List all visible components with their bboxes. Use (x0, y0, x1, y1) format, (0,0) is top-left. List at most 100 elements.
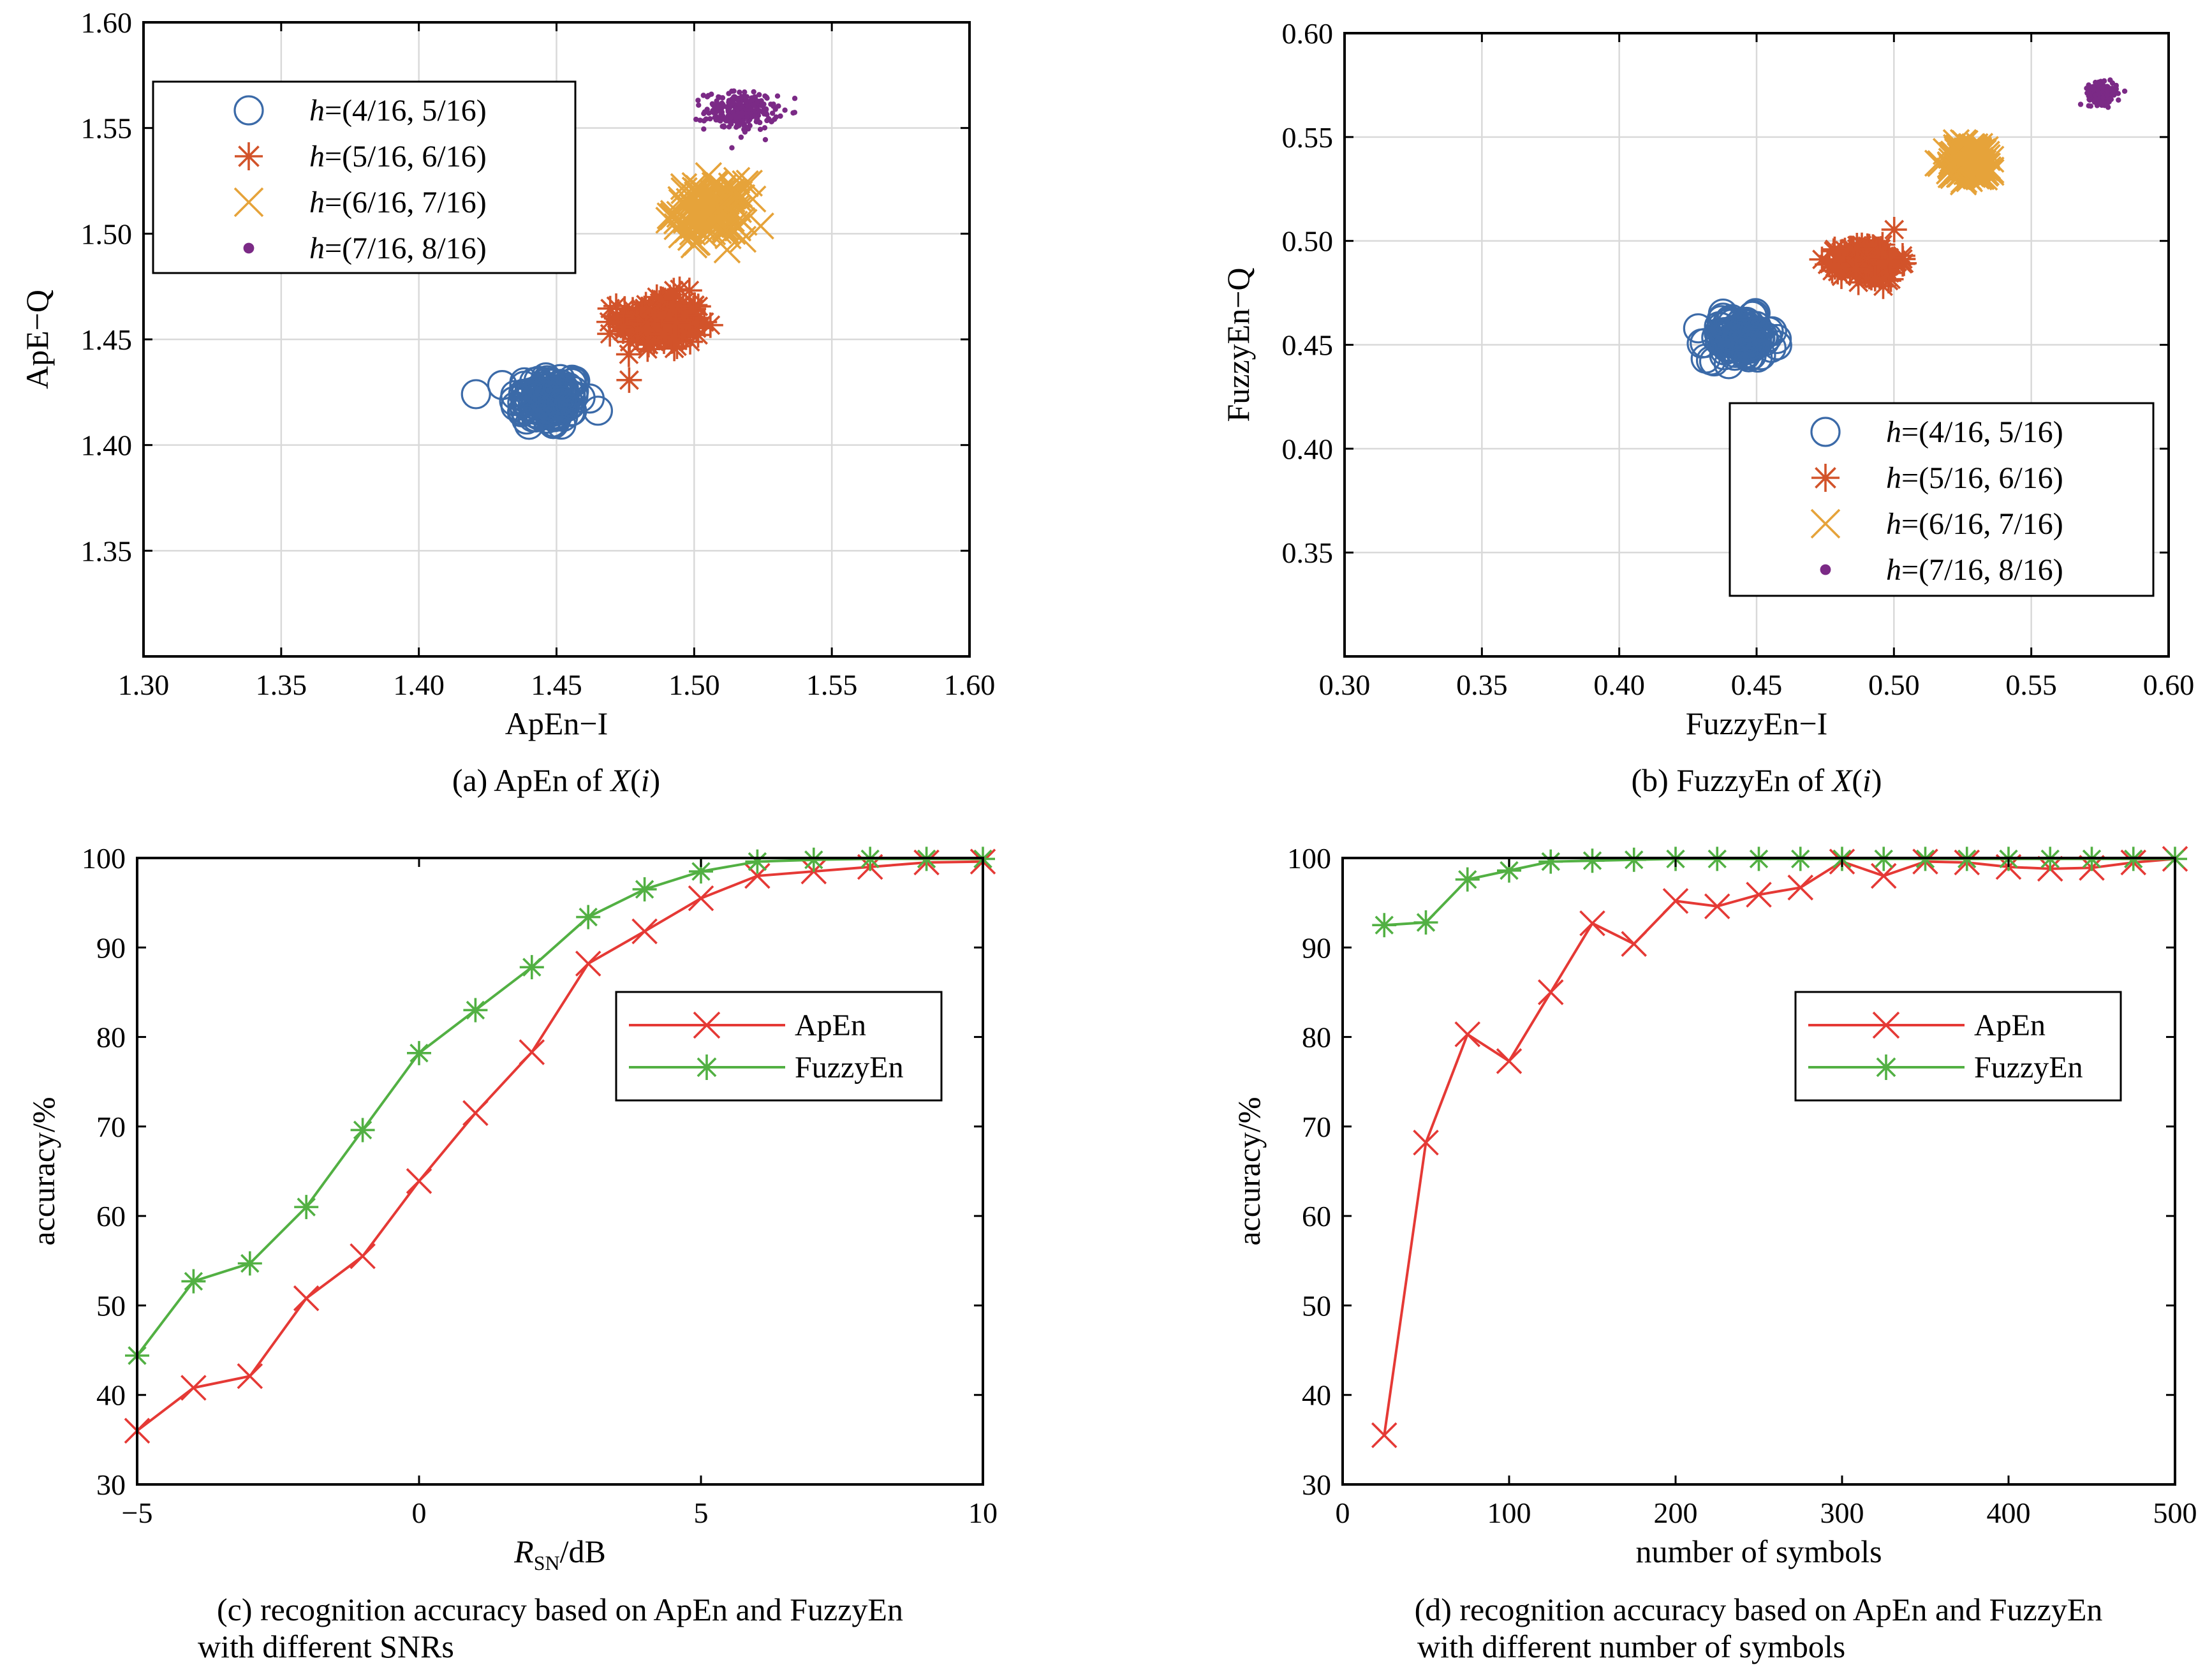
data-point-apen (462, 1100, 489, 1127)
data-point (542, 371, 573, 401)
y-tick-label: 30 (96, 1468, 126, 1501)
data-point-fuzzyen (1621, 847, 1646, 872)
data-point-fuzzyen (689, 859, 713, 884)
x-tick-label: 0.55 (2005, 669, 2057, 701)
data-point (651, 321, 677, 347)
data-point (663, 309, 689, 336)
data-point (644, 284, 670, 310)
data-point (792, 96, 798, 101)
data-point (1891, 250, 1917, 276)
data-point (1877, 248, 1903, 274)
data-point-fuzzyen (407, 1040, 431, 1065)
data-point (624, 316, 651, 343)
data-point (2077, 101, 2084, 107)
x-axis-label-subscript: SN (534, 1551, 560, 1574)
x-tick-label: 0.35 (1456, 669, 1508, 701)
data-point (684, 181, 712, 208)
legend-marker-circle (1810, 417, 1841, 447)
data-point (757, 126, 763, 132)
legend-label-symbol: h (1886, 507, 1901, 541)
data-point (771, 101, 776, 107)
x-tick-label: 100 (1487, 1497, 1531, 1529)
legend-box (1794, 991, 2122, 1102)
data-point-apen (1662, 888, 1689, 914)
x-tick-label: 1.30 (118, 669, 170, 701)
data-point (1950, 153, 1978, 181)
legend-marker-x (233, 187, 264, 218)
data-point-fuzzyen (745, 849, 770, 874)
data-point (729, 145, 735, 151)
data-point-fuzzyen (294, 1195, 319, 1220)
data-point (790, 110, 796, 116)
data-point (718, 109, 724, 115)
data-point-apen (1621, 931, 1648, 957)
data-point (762, 125, 768, 131)
chart-b: 0.30 0.35 0.40 0.45 0.50 0.55 0.60 0.35 0.40 0.45… (1220, 17, 2194, 798)
data-point (507, 387, 538, 418)
data-point (680, 231, 708, 259)
data-point-fuzzyen (237, 1251, 262, 1276)
caption: (a) ApEn of X(i) (452, 762, 660, 798)
x-tick-label: 1.40 (393, 669, 445, 701)
data-point (1739, 325, 1769, 356)
legend-label: FuzzyEn (1974, 1051, 2083, 1084)
legend: h=(4/16, 5/16)h=(5/16, 6/16)h=(6/16, 7/1… (1729, 402, 2155, 597)
data-point (738, 134, 744, 140)
y-axis-label: accuracy/% (1231, 1097, 1267, 1245)
legend-label: h=(5/16, 6/16) (1886, 461, 2063, 495)
x-tick-label: 1.60 (944, 669, 996, 701)
legend-label-symbol: h (309, 140, 325, 174)
y-tick-label: 1.45 (81, 323, 133, 356)
legend-marker-dot (1820, 564, 1831, 575)
legend-box (1729, 402, 2155, 597)
legend-marker-asterisk (235, 142, 263, 170)
x-tick-label: 500 (2153, 1497, 2197, 1529)
data-point (704, 94, 711, 100)
data-point-fuzzyen (1538, 849, 1563, 874)
data-point (616, 367, 642, 393)
data-point (656, 305, 682, 331)
legend-marker-x (693, 1011, 721, 1039)
legend-label-rest: =(4/16, 5/16) (325, 94, 487, 128)
data-point (742, 129, 748, 135)
data-point (2097, 80, 2104, 87)
data-point (2084, 85, 2090, 91)
y-tick-label: 1.40 (81, 429, 133, 462)
plot-frame (1341, 857, 2176, 1486)
caption-var: X (1831, 762, 1854, 798)
caption-line-2: with different SNRs (198, 1629, 454, 1664)
x-tick-label: 10 (968, 1497, 998, 1529)
data-point (746, 119, 751, 124)
chart-c: −5 0 5 10 30 40 50 60 70 80 90 100 RSN/dB accuracy/% (… (26, 842, 998, 1664)
y-tick-label: 60 (96, 1200, 126, 1232)
legend-marker-x (1810, 508, 1841, 539)
data-point-fuzzyen (1455, 867, 1480, 892)
caption-paren: ( (1852, 762, 1862, 798)
series-line-apen (136, 860, 984, 1432)
caption-line-1: (d) recognition accuracy based on ApEn a… (1415, 1592, 2103, 1627)
data-point (756, 92, 762, 98)
data-point (683, 306, 709, 332)
data-point (707, 116, 713, 122)
data-point (676, 277, 702, 304)
data-point-apen (237, 1363, 263, 1389)
series-dot (693, 88, 798, 151)
data-point (735, 95, 742, 101)
data-point (693, 116, 699, 122)
y-tick-label: 0.55 (1282, 121, 1334, 154)
data-point (661, 277, 687, 304)
legend-marker-asterisk (694, 1054, 719, 1080)
data-point (721, 123, 727, 129)
data-point (511, 404, 542, 435)
data-point (762, 137, 769, 143)
data-point (704, 107, 710, 112)
data-point (2091, 87, 2097, 93)
data-point (737, 89, 742, 95)
legend-box (615, 991, 943, 1102)
x-tick-label: 0.40 (1593, 669, 1645, 701)
data-point (641, 329, 667, 355)
caption-prefix: (b) FuzzyEn of (1632, 762, 1832, 798)
x-tick-label: 0.45 (1731, 669, 1783, 701)
caption-var: X (609, 762, 631, 798)
chart-a: 1.30 1.35 1.40 1.45 1.50 1.55 1.60 1.35 1.40 1.45… (19, 6, 995, 798)
